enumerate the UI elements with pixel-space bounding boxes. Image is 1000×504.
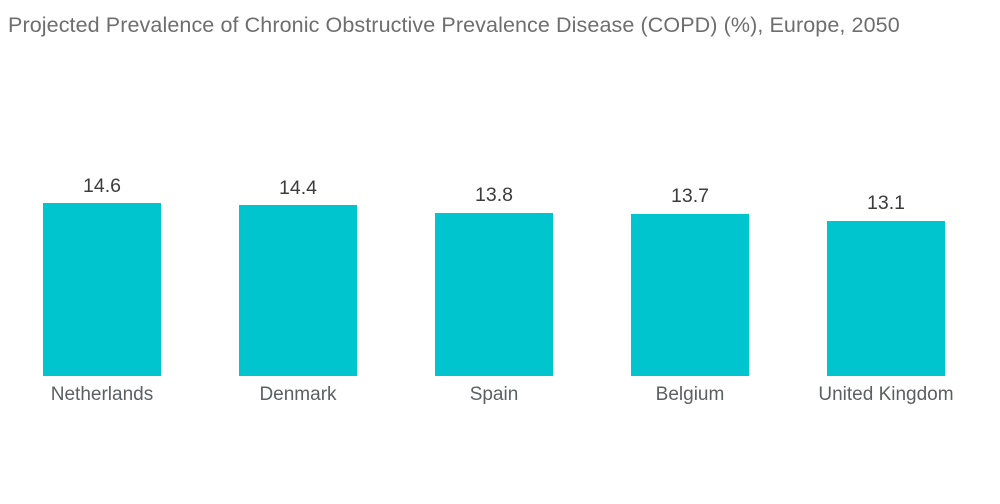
chart-title: Projected Prevalence of Chronic Obstruct… bbox=[8, 13, 900, 37]
bar-category-label: Netherlands bbox=[50, 384, 154, 405]
bar-value-label: 14.6 bbox=[83, 174, 121, 197]
bar-stack: 14.6 bbox=[43, 160, 161, 376]
bar-stack: 13.8 bbox=[435, 160, 553, 376]
bar-value-label: 13.7 bbox=[671, 185, 709, 208]
bar-category-label: United Kingdom bbox=[818, 384, 954, 405]
bar-category-label: Denmark bbox=[259, 384, 337, 405]
bar-column: 14.4 Denmark bbox=[200, 160, 396, 404]
bar-column: 13.7 Belgium bbox=[592, 160, 788, 404]
bar-value-label: 13.8 bbox=[475, 184, 513, 206]
bar-stack: 13.1 bbox=[827, 160, 945, 376]
bar-stack: 13.7 bbox=[631, 160, 749, 376]
bar bbox=[435, 212, 553, 376]
bar bbox=[631, 213, 749, 376]
bar bbox=[239, 205, 357, 376]
bar-column: 13.1 United Kingdom bbox=[788, 160, 984, 404]
bar bbox=[43, 203, 161, 376]
bar-column: 14.6 Netherlands bbox=[4, 160, 200, 404]
bar-value-label: 13.1 bbox=[867, 192, 905, 215]
bar-category-label: Belgium bbox=[655, 384, 725, 405]
bar-column: 13.8 Spain bbox=[396, 160, 592, 404]
bar bbox=[827, 220, 945, 376]
bar-value-label: 14.4 bbox=[279, 176, 317, 199]
bar-category-label: Spain bbox=[469, 384, 519, 405]
bar-stack: 14.4 bbox=[239, 160, 357, 376]
bar-chart: 14.6 Netherlands 14.4 Denmark 13.8 Spain 13.7 B… bbox=[4, 160, 984, 404]
